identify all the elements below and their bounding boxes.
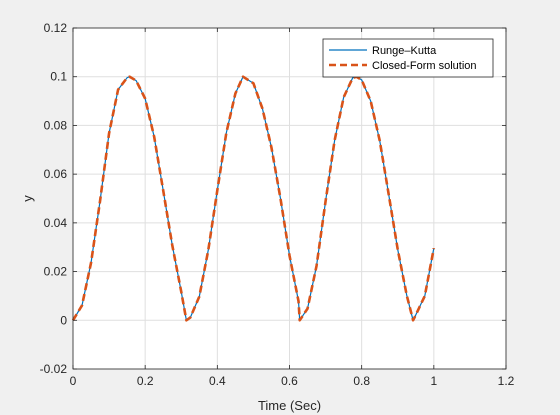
x-tick-label: 1.2: [498, 374, 515, 388]
x-axis-label: Time (Sec): [258, 398, 321, 413]
y-tick-label: 0.08: [44, 118, 68, 132]
y-tick-label: 0.02: [44, 265, 68, 279]
series-layer: [71, 75, 436, 322]
y-tick-label: 0.04: [44, 216, 68, 230]
y-tick-label: -0.02: [40, 362, 68, 376]
x-tick-label: 0.8: [353, 374, 370, 388]
x-tick-label: 0.4: [209, 374, 226, 388]
y-tick-label: 0: [60, 313, 67, 327]
x-tick-label: 1: [430, 374, 437, 388]
legend-label-2: Closed-Form solution: [372, 60, 477, 72]
ticks: 0 0.2 0.4 0.6 0.8 1 1.2-0.0200.020.040.060.080…: [40, 21, 515, 388]
y-tick-label: 0.1: [50, 70, 67, 84]
series-line-2: [71, 75, 436, 322]
x-tick-label: 0.2: [137, 374, 154, 388]
y-tick-label: 0.06: [44, 167, 68, 181]
legend-box: [322, 38, 494, 78]
legend-label-1: Runge–Kutta: [372, 45, 437, 57]
x-tick-label: 0: [70, 374, 77, 388]
legend[interactable]: Runge–Kutta Closed-Form solution: [322, 38, 494, 78]
y-axis-label: y: [20, 195, 35, 202]
x-tick-label: 0.6: [281, 374, 298, 388]
y-tick-label: 0.12: [44, 21, 68, 35]
